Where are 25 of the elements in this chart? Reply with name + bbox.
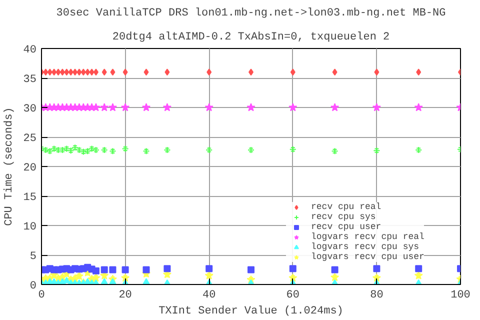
chart-subtitle: 20dtg4 altAIMD-0.2 TxAbsIn=0, txqueuelen 2 bbox=[112, 32, 390, 44]
y-tick-label: 35 bbox=[23, 74, 36, 86]
y-tick-label: 25 bbox=[23, 133, 36, 145]
legend-label: recv cpu user bbox=[311, 222, 382, 232]
legend-label: logvars recv cpu real bbox=[311, 232, 424, 242]
x-tick-label: 40 bbox=[202, 290, 216, 302]
legend-label: logvars recv cpu user bbox=[311, 252, 424, 262]
x-tick-label: 100 bbox=[450, 290, 470, 302]
legend-label: recv cpu sys bbox=[311, 212, 376, 222]
x-tick-label: 80 bbox=[370, 290, 384, 302]
y-tick-label: 40 bbox=[23, 44, 36, 56]
y-tick-label: 10 bbox=[23, 222, 36, 234]
legend-label: logvars recv cpu sys bbox=[311, 242, 420, 252]
y-tick-label: 5 bbox=[30, 251, 37, 263]
x-tick-label: 60 bbox=[286, 290, 300, 302]
x-tick-label: 0 bbox=[38, 290, 45, 302]
y-tick-label: 15 bbox=[23, 192, 36, 204]
y-axis-title: CPU Time (seconds) bbox=[3, 107, 16, 226]
y-tick-label: 0 bbox=[30, 280, 37, 292]
x-tick-label: 20 bbox=[118, 290, 132, 302]
y-tick-label: 30 bbox=[23, 104, 36, 116]
legend-label: recv cpu real bbox=[311, 202, 382, 212]
y-tick-label: 20 bbox=[23, 162, 36, 174]
x-axis-title: TXInt Sender Value (1.024ms) bbox=[158, 306, 344, 318]
chart-title: 30sec VanillaTCP DRS lon01.mb-ng.net->lon03.mb-ng.net MB-NG bbox=[56, 8, 446, 20]
